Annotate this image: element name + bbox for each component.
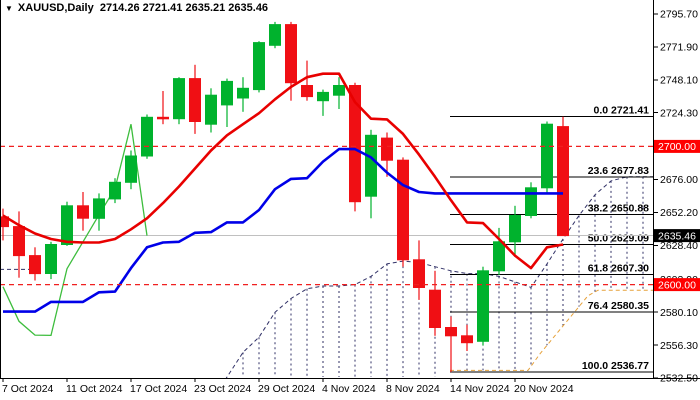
- y-axis-tick-label: 2580.10: [660, 307, 698, 319]
- candle: [269, 21, 281, 49]
- x-axis-tick-label: 23 Oct 2024: [194, 383, 251, 395]
- y-axis-tick-label: 2652.20: [660, 207, 698, 219]
- candle: [109, 178, 121, 204]
- tenkan-sen-line: [2, 72, 564, 270]
- candle: [461, 324, 473, 351]
- candle: [301, 60, 313, 101]
- x-axis-tick-label: 4 Nov 2024: [322, 383, 376, 395]
- fib-level-label: 100.0 2536.77: [582, 360, 649, 372]
- candle: [381, 132, 393, 177]
- candle: [557, 116, 569, 237]
- fib-level-label: 50.0 2629.09: [588, 232, 649, 244]
- candle: [125, 150, 137, 190]
- y-axis-tick-label: 2628.40: [660, 240, 698, 252]
- candle: [429, 270, 441, 336]
- candle: [173, 77, 185, 125]
- candle: [237, 77, 249, 112]
- price-badge-2600.00: 2600.00: [654, 278, 700, 291]
- candle: [77, 192, 89, 231]
- price-badge-2635.46: 2635.46: [654, 229, 700, 242]
- x-axis-tick-label: 11 Oct 2024: [66, 383, 123, 395]
- candle: [189, 64, 201, 134]
- chart-title: ▼ XAUUSD,Daily 2714.26 2721.41 2635.21 26…: [5, 2, 268, 14]
- x-axis-tick-label: 29 Oct 2024: [258, 383, 315, 395]
- svg-text:2700.00: 2700.00: [658, 141, 696, 153]
- x-axis-tick-label: 7 Oct 2024: [2, 383, 54, 395]
- fib-level-label: 61.8 2607.30: [588, 263, 649, 275]
- chikou-span-line: [2, 124, 148, 337]
- y-axis-tick-label: 2556.30: [660, 340, 698, 352]
- candle: [93, 193, 105, 231]
- candle: [45, 241, 57, 280]
- senkou-span-a-line: [225, 176, 653, 378]
- x-axis-tick-label: 17 Oct 2024: [130, 383, 187, 395]
- y-axis-tick-label: 2724.30: [660, 107, 698, 119]
- y-axis-tick-label: 2532.50: [660, 373, 698, 385]
- price-badge-2700.00: 2700.00: [654, 139, 700, 153]
- candle: [333, 77, 345, 109]
- candle: [397, 157, 409, 267]
- x-axis-labels: 7 Oct 2024 11 Oct 2024 17 Oct 2024 23 Oct 2…: [2, 378, 574, 395]
- y-axis-tick-label: 2676.00: [660, 174, 698, 186]
- candle: [413, 240, 425, 300]
- x-axis-tick-label: 14 Nov 2024: [450, 383, 510, 395]
- kijun-sen-line: [3, 147, 563, 313]
- fib-level-label: 23.6 2677.83: [588, 165, 649, 177]
- y-axis-tick-label: 2795.70: [660, 9, 698, 21]
- candle: [157, 91, 169, 125]
- fib-level-label: 76.4 2580.35: [588, 300, 649, 312]
- symbol-ohlc-text: XAUUSD,Daily 2714.26 2721.41 2635.21 263…: [17, 2, 269, 14]
- candle: [349, 82, 361, 212]
- kumo-cloud-hatch: [242, 176, 644, 377]
- fib-level-label: 0.0 2721.41: [594, 105, 650, 117]
- y-axis-tick-label: 2771.90: [660, 42, 698, 54]
- candle: [509, 205, 521, 257]
- y-axis-tick-label: 2748.10: [660, 75, 698, 87]
- candle: [253, 41, 265, 93]
- candle: [61, 201, 73, 246]
- candle: [29, 247, 41, 281]
- candles-layer: [0, 21, 569, 373]
- candle: [317, 89, 329, 116]
- x-axis-tick-label: 20 Nov 2024: [514, 383, 574, 395]
- x-axis-tick-label: 8 Nov 2024: [386, 383, 440, 395]
- candle: [477, 266, 489, 346]
- candle: [13, 211, 25, 278]
- svg-text:2635.46: 2635.46: [658, 230, 696, 242]
- fib-level-label: 38.2 2650.88: [588, 202, 649, 214]
- candle: [445, 316, 457, 373]
- candle: [541, 121, 553, 194]
- candle: [493, 227, 505, 275]
- candle: [205, 88, 217, 133]
- y-axis-labels: 2795.70 2771.90 2748.10 2724.30 2676.00 2652.…: [653, 9, 698, 385]
- candle: [525, 182, 537, 219]
- plot-area: 0.0 2721.41 23.6 2677.83 38.2 2650.88 50.0 …: [0, 21, 653, 378]
- chart-frame: [0, 0, 700, 379]
- svg-text:2600.00: 2600.00: [658, 279, 696, 291]
- candle: [221, 78, 233, 127]
- symbol-dropdown-icon[interactable]: ▼: [5, 3, 13, 13]
- senkou-span-b-line: [450, 289, 653, 371]
- candle: [365, 129, 377, 219]
- candle: [141, 114, 153, 159]
